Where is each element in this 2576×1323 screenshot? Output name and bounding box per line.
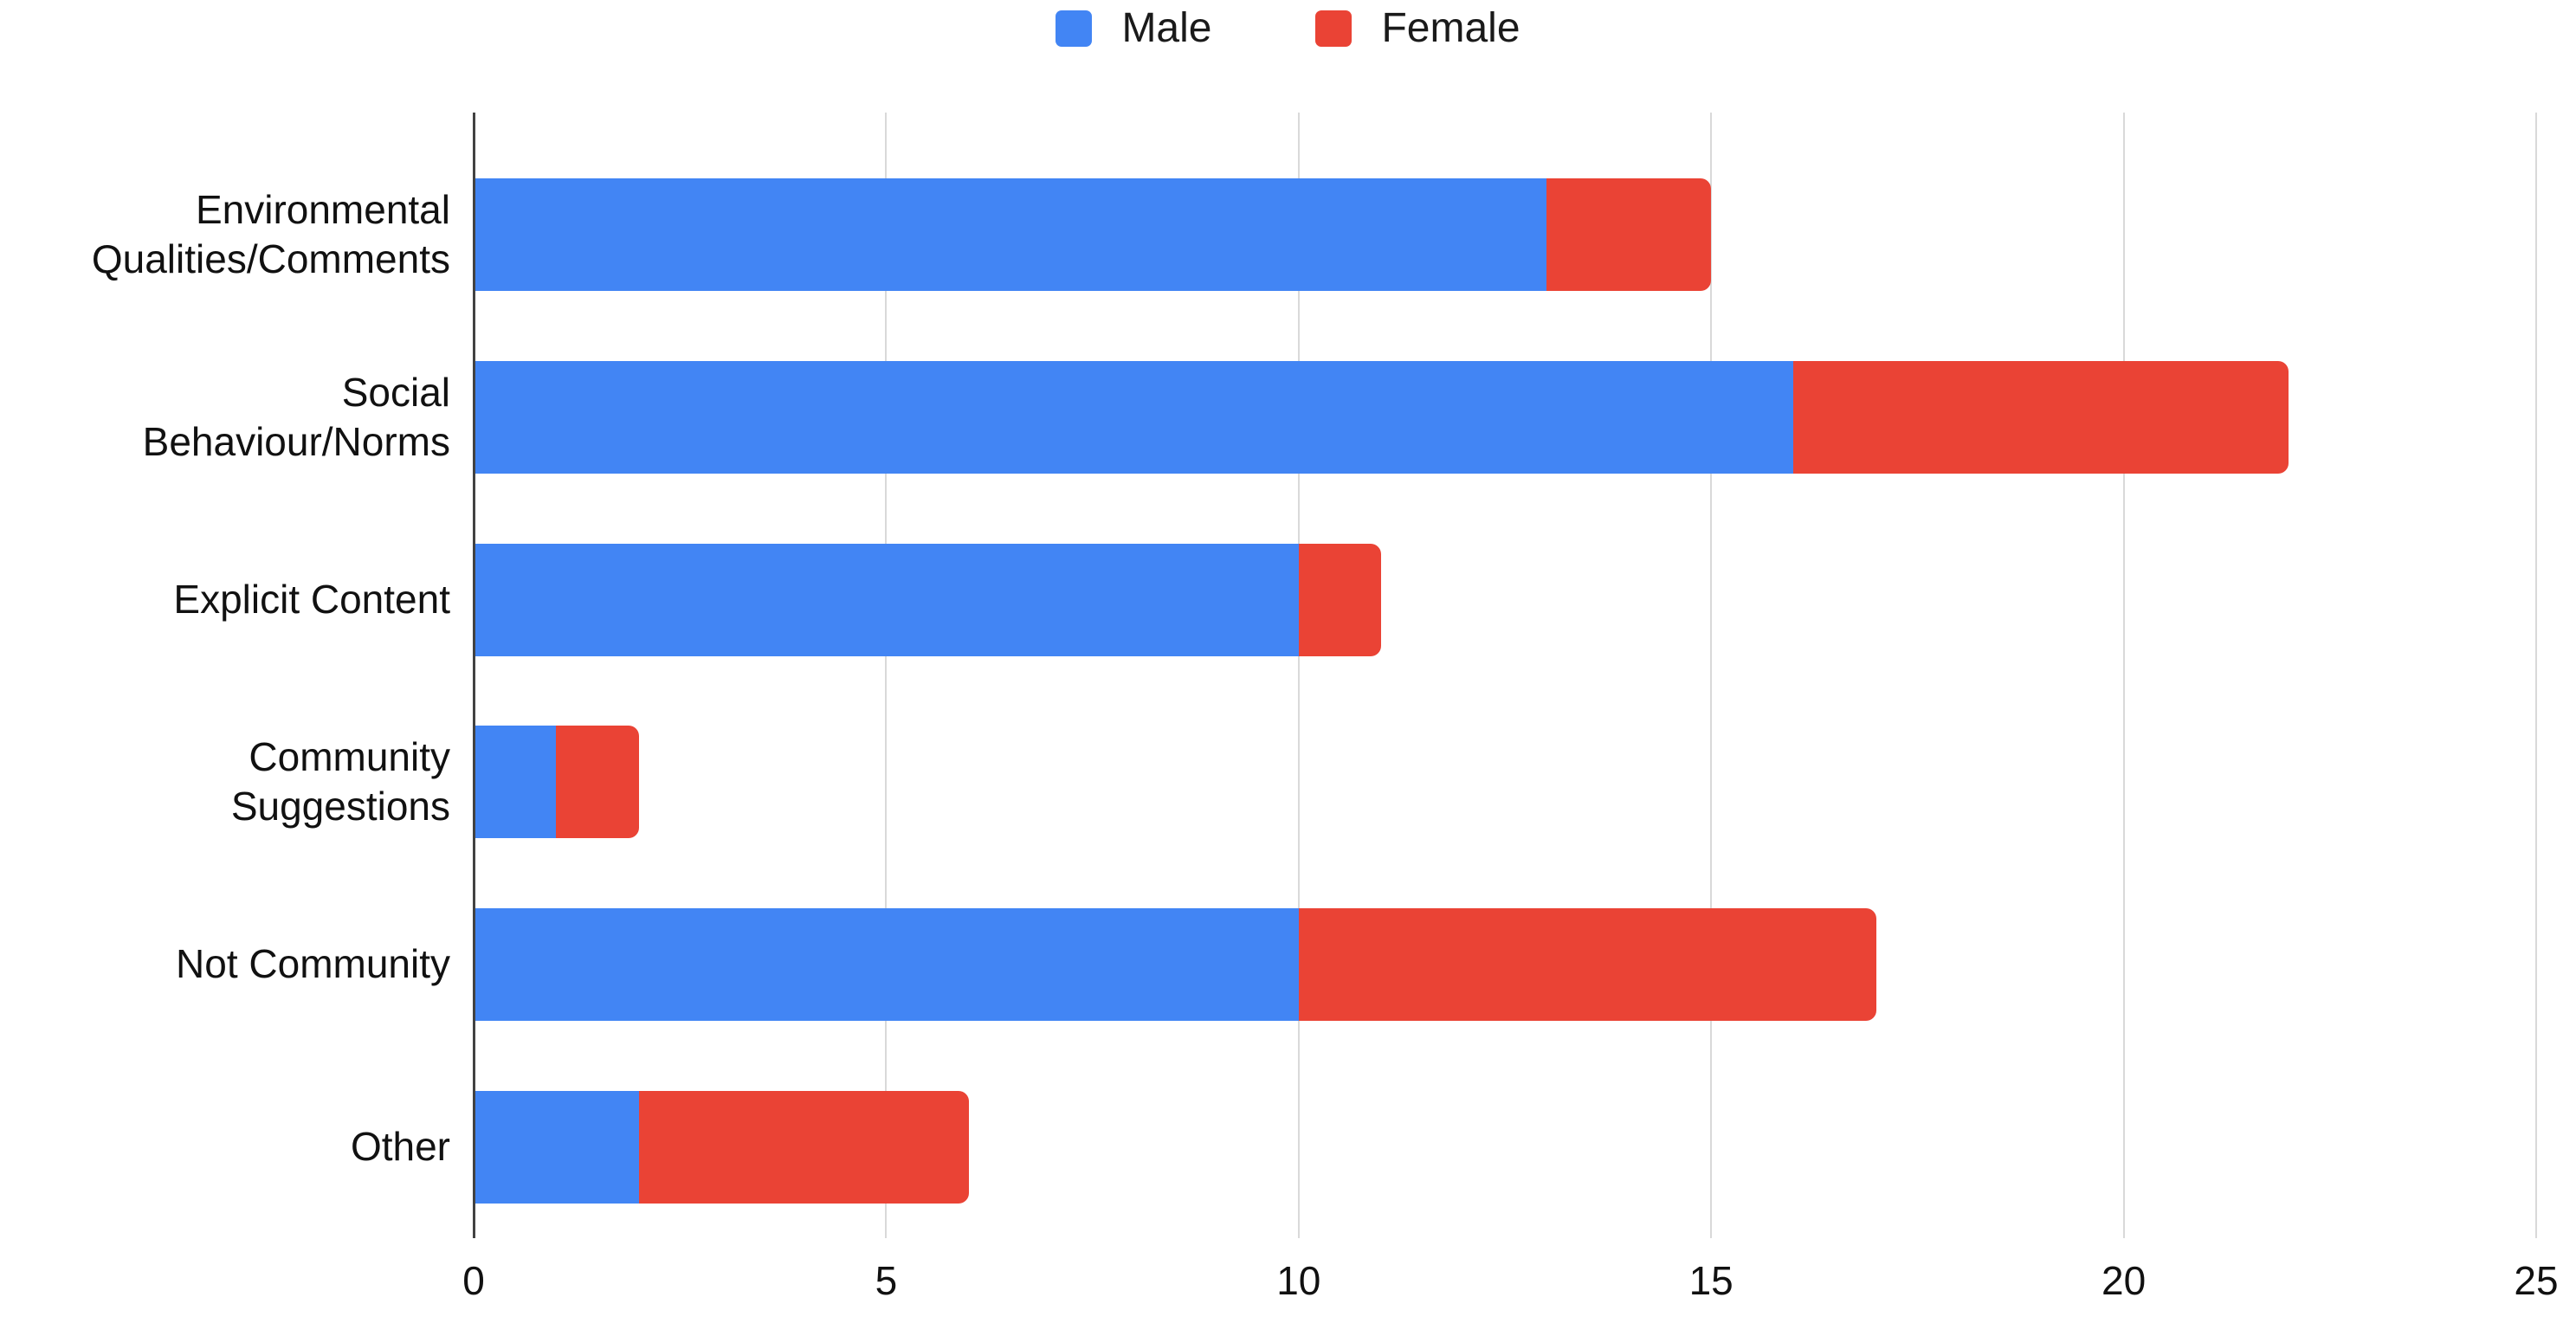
chart-main: Environmental Qualities/Comments Social B… bbox=[0, 113, 2537, 1238]
legend-swatch-female bbox=[1315, 10, 1353, 47]
bar-rows bbox=[474, 144, 2536, 1238]
category-label: Community Suggestions bbox=[230, 733, 450, 829]
bar-segment-male bbox=[474, 1090, 639, 1204]
x-axis: 0 5 10 15 20 25 bbox=[462, 1254, 2558, 1314]
bar-segment-male bbox=[474, 178, 1546, 292]
x-tick-label: 25 bbox=[2514, 1258, 2559, 1303]
bar-segment-female bbox=[638, 1090, 969, 1204]
bar-segment-male bbox=[474, 543, 1299, 656]
bar-row bbox=[474, 1055, 2536, 1238]
category-label: Environmental Qualities/Comments bbox=[91, 186, 450, 282]
category-label: Not Community bbox=[176, 941, 450, 987]
legend-item-female: Female bbox=[1315, 8, 1520, 49]
bar-row bbox=[474, 508, 2536, 691]
category-label: Other bbox=[350, 1123, 450, 1169]
gridline-5 bbox=[885, 113, 888, 1238]
legend-item-male: Male bbox=[1056, 8, 1211, 49]
chart-legend: Male Female bbox=[0, 2, 2576, 55]
legend-swatch-male bbox=[1056, 10, 1093, 47]
legend-label: Female bbox=[1381, 5, 1520, 51]
bar-segment-female bbox=[1546, 178, 1712, 292]
bar-segment-male bbox=[474, 361, 1794, 474]
bar-row bbox=[474, 691, 2536, 874]
bar-segment-female bbox=[556, 726, 639, 839]
bar-row bbox=[474, 874, 2536, 1056]
x-tick-label: 5 bbox=[875, 1258, 898, 1303]
gridline-10 bbox=[1297, 113, 1300, 1238]
category-label: Social Behaviour/Norms bbox=[142, 369, 450, 465]
plot-area bbox=[473, 113, 2537, 1238]
bar-row bbox=[474, 326, 2536, 509]
bar-segment-female bbox=[1298, 908, 1876, 1022]
category-label: Explicit Content bbox=[173, 576, 450, 622]
bar-segment-female bbox=[1793, 361, 2289, 474]
gridline-20 bbox=[2122, 113, 2125, 1238]
x-tick-label: 20 bbox=[2101, 1258, 2147, 1303]
x-tick-label: 0 bbox=[462, 1258, 485, 1303]
gridline-25 bbox=[2535, 113, 2537, 1238]
gridline-15 bbox=[1710, 113, 1713, 1238]
bar-segment-male bbox=[474, 908, 1299, 1022]
y-axis-line bbox=[473, 113, 475, 1238]
x-tick-label: 15 bbox=[1688, 1258, 1733, 1303]
y-axis-labels: Environmental Qualities/Comments Social B… bbox=[0, 113, 474, 1238]
legend-label: Male bbox=[1121, 5, 1212, 51]
bar-segment-male bbox=[474, 726, 557, 839]
bar-segment-female bbox=[1298, 543, 1382, 656]
bar-row bbox=[474, 144, 2536, 326]
x-tick-label: 10 bbox=[1276, 1258, 1321, 1303]
